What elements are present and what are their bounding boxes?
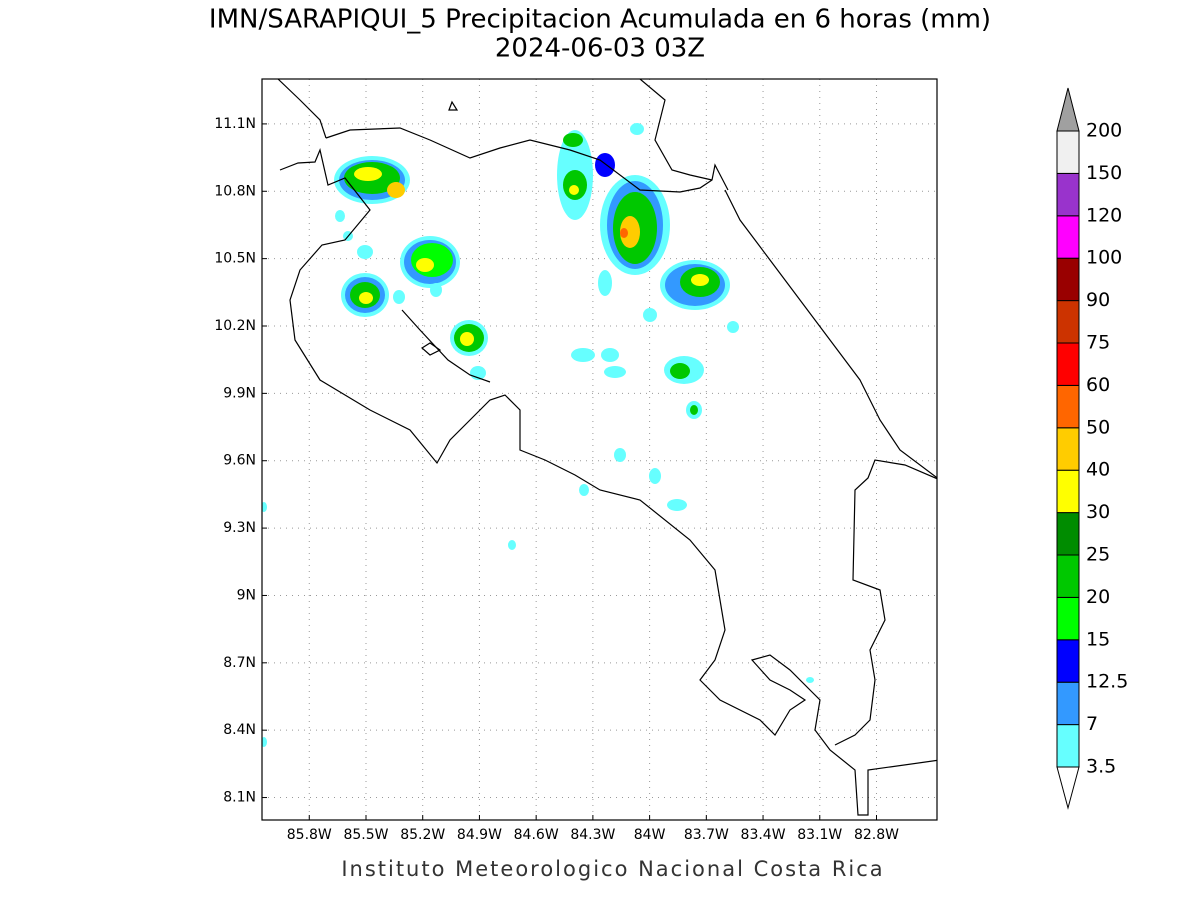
x-tick-label: 84.3W: [570, 827, 615, 843]
x-tick-label: 83.1W: [797, 827, 842, 843]
colorbar-box: [1056, 639, 1080, 683]
colorbar-box: [1056, 554, 1080, 598]
rain-cell: [660, 260, 730, 310]
colorbar-label: 150: [1086, 162, 1122, 184]
colorbar-label: 75: [1086, 332, 1110, 354]
colorbar-below: [1056, 766, 1080, 810]
colorbar: 3.5 7 12.5 15 20 25 30 40 50 60 75 90 100 120 150 200: [1056, 87, 1128, 810]
rain-cell: [557, 130, 593, 220]
x-tick-label: 85.8W: [287, 827, 332, 843]
colorbar-box: [1056, 130, 1080, 174]
x-tick-label: 82.8W: [854, 827, 899, 843]
x-tick-label: 83.4W: [741, 827, 786, 843]
colorbar-label: 200: [1086, 120, 1122, 142]
lake: [448, 100, 459, 111]
colorbar-box: [1056, 596, 1080, 641]
y-tick-label: 10.2N: [214, 318, 256, 334]
colorbar-box: [1056, 681, 1080, 726]
colorbar-label: 12.5: [1086, 671, 1128, 693]
subtitle: 2024-06-03 03Z: [495, 34, 705, 64]
colorbar-box: [1056, 469, 1080, 514]
x-tick-label: 85.5W: [343, 827, 388, 843]
x-tick-label: 85.2W: [400, 827, 445, 843]
rain-cell: [450, 320, 488, 356]
colorbar-label: 120: [1086, 204, 1122, 226]
y-tick-label: 9.3N: [223, 520, 256, 536]
colorbar-label: 3.5: [1086, 756, 1116, 778]
colorbar-box: [1056, 427, 1080, 471]
axis-labels: 85.8W 85.5W 85.2W 84.9W 84.6W 84.3W 84W 83.7W 83…: [214, 116, 899, 843]
y-tick-label: 9N: [237, 587, 256, 603]
coastline: [401, 309, 491, 383]
colorbar-label: 40: [1086, 459, 1110, 481]
colorbar-label: 50: [1086, 416, 1110, 438]
border: [325, 127, 729, 193]
colorbar-label: 100: [1086, 247, 1122, 269]
precip-field: [262, 123, 814, 747]
y-tick-label: 10.8N: [214, 183, 256, 199]
colorbar-label: 7: [1086, 713, 1098, 735]
colorbar-label: 30: [1086, 501, 1110, 523]
x-tick-label: 84.9W: [457, 827, 502, 843]
y-tick-label: 8.4N: [223, 722, 256, 738]
rain-cell: [595, 153, 670, 275]
colorbar-label: 25: [1086, 544, 1110, 566]
title: IMN/SARAPIQUI_5 Precipitacion Acumulada …: [209, 5, 991, 35]
y-tick-label: 8.1N: [223, 790, 256, 806]
coastline: [724, 189, 937, 479]
y-tick-label: 9.6N: [223, 453, 256, 469]
colorbar-box: [1056, 215, 1080, 259]
colorbar-label: 60: [1086, 374, 1110, 396]
colorbar-box: [1056, 384, 1080, 429]
coastline: [639, 79, 713, 181]
rain-cell: [400, 236, 460, 288]
colorbar-box: [1056, 724, 1080, 768]
coastline: [279, 148, 937, 816]
coastlines: [277, 79, 937, 816]
colorbar-box: [1056, 300, 1080, 344]
rain-cell: [664, 356, 704, 419]
rain-cell: [341, 273, 389, 317]
x-tick-label: 84W: [634, 827, 666, 843]
colorbar-box: [1056, 172, 1080, 217]
colorbar-label: 90: [1086, 289, 1110, 311]
border: [834, 459, 937, 746]
rain-speckle: [262, 123, 814, 747]
colorbar-above: [1056, 87, 1080, 132]
y-tick-label: 11.1N: [214, 116, 256, 132]
x-tick-label: 83.7W: [684, 827, 729, 843]
colorbar-label: 20: [1086, 586, 1110, 608]
x-tick-label: 84.6W: [514, 827, 559, 843]
colorbar-box: [1056, 512, 1080, 556]
colorbar-box: [1056, 257, 1080, 302]
coastline: [277, 79, 327, 139]
y-tick-label: 9.9N: [223, 385, 256, 401]
island: [420, 342, 442, 356]
y-tick-label: 10.5N: [214, 251, 256, 267]
rain-cell: [334, 156, 410, 204]
colorbar-box: [1056, 342, 1080, 386]
footer: Instituto Meteorologico Nacional Costa R…: [341, 857, 884, 881]
colorbar-label: 15: [1086, 628, 1110, 650]
map-frame: [261, 78, 938, 821]
y-tick-label: 8.7N: [223, 655, 256, 671]
